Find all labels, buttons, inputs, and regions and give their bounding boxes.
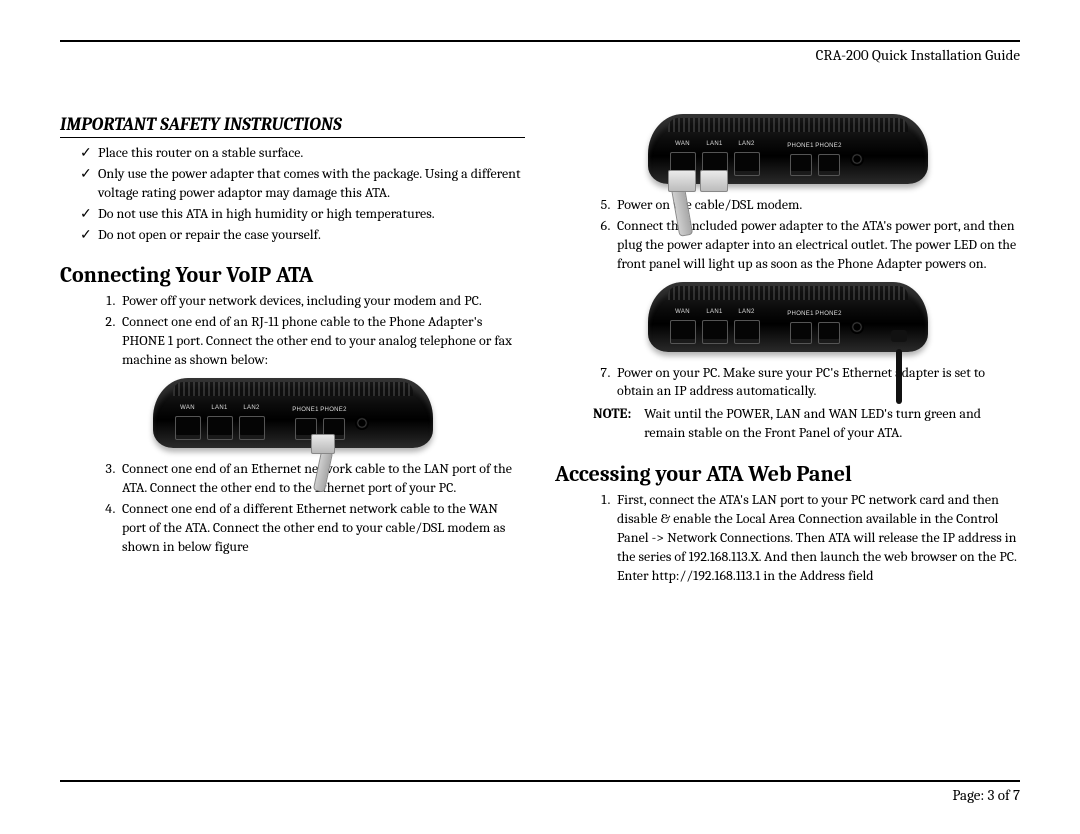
- device-illustration: WAN LAN1 LAN2 PHONE1 PHONE2: [648, 282, 928, 352]
- port-wan: WAN: [175, 416, 201, 440]
- step-item: First, connect the ATA's LAN port to you…: [613, 491, 1020, 585]
- rj45-plug-icon: [700, 170, 728, 192]
- connect-steps-b: Connect one end of an Ethernet network c…: [60, 460, 525, 556]
- safety-item: Place this router on a stable surface.: [80, 144, 525, 163]
- step-item: Power off your network devices, includin…: [118, 292, 525, 311]
- note-text: Wait until the POWER, LAN and WAN LED's …: [644, 405, 1016, 443]
- port-wan: WAN: [670, 320, 696, 344]
- footer: Page: 3 of 7: [60, 780, 1020, 804]
- connect-heading: Connecting Your VoIP ATA: [60, 262, 525, 288]
- page: CRA-200 Quick Installation Guide IMPORTA…: [0, 0, 1080, 834]
- port-phone1: PHONE1: [790, 154, 812, 176]
- connect-steps-c: Power on the cable/DSL modem. Connect th…: [555, 196, 1020, 274]
- note-label: NOTE:: [593, 405, 641, 424]
- safety-heading: IMPORTANT SAFETY INSTRUCTIONS: [60, 114, 525, 138]
- port-lan1: LAN1: [207, 416, 233, 440]
- step-item: Power on your PC. Make sure your PC's Et…: [613, 364, 1020, 402]
- power-jack: [355, 416, 369, 430]
- port-lan2: LAN2: [239, 416, 265, 440]
- safety-item: Do not open or repair the case yourself.: [80, 226, 525, 245]
- access-heading: Accessing your ATA Web Panel: [555, 461, 1020, 487]
- step-item: Connect one end of an RJ-11 phone cable …: [118, 313, 525, 370]
- port-lan2: LAN2: [734, 152, 760, 176]
- device-illustration: WAN LAN1 LAN2 PHONE1 PHONE2: [648, 114, 928, 184]
- port-lan2: LAN2: [734, 320, 760, 344]
- note-block: NOTE: Wait until the POWER, LAN and WAN …: [555, 405, 1020, 443]
- port-phone2: PHONE2: [818, 154, 840, 176]
- page-number: Page: 3 of 7: [952, 786, 1020, 804]
- power-plug-icon: [891, 330, 907, 342]
- port-phone1: PHONE1: [790, 322, 812, 344]
- step-item: Connect one end of a different Ethernet …: [118, 500, 525, 557]
- rj11-plug-icon: [311, 434, 335, 454]
- power-jack: [850, 320, 864, 334]
- port-lan1: LAN1: [702, 320, 728, 344]
- device-figure-phone: WAN LAN1 LAN2 PHONE1 PHONE2: [60, 378, 525, 452]
- right-column: WAN LAN1 LAN2 PHONE1 PHONE2: [555, 114, 1020, 590]
- left-column: IMPORTANT SAFETY INSTRUCTIONS Place this…: [60, 114, 525, 590]
- device-illustration: WAN LAN1 LAN2 PHONE1 PHONE2: [153, 378, 433, 448]
- header-title: CRA-200 Quick Installation Guide: [816, 46, 1020, 64]
- connect-steps-d: Power on your PC. Make sure your PC's Et…: [555, 364, 1020, 402]
- rj45-plug-icon: [668, 170, 696, 192]
- safety-item: Do not use this ATA in high humidity or …: [80, 205, 525, 224]
- power-cable-icon: [896, 349, 902, 404]
- connect-steps-a: Power off your network devices, includin…: [60, 292, 525, 370]
- power-jack: [850, 152, 864, 166]
- safety-item: Only use the power adapter that comes wi…: [80, 165, 525, 203]
- device-figure-power: WAN LAN1 LAN2 PHONE1 PHONE2: [555, 282, 1020, 356]
- step-item: Connect the included power adapter to th…: [613, 217, 1020, 274]
- content-columns: IMPORTANT SAFETY INSTRUCTIONS Place this…: [60, 114, 1020, 590]
- device-figure-wan-lan: WAN LAN1 LAN2 PHONE1 PHONE2: [555, 114, 1020, 188]
- safety-list: Place this router on a stable surface. O…: [60, 144, 525, 244]
- port-phone2: PHONE2: [818, 322, 840, 344]
- header: CRA-200 Quick Installation Guide: [60, 40, 1020, 64]
- access-steps: First, connect the ATA's LAN port to you…: [555, 491, 1020, 585]
